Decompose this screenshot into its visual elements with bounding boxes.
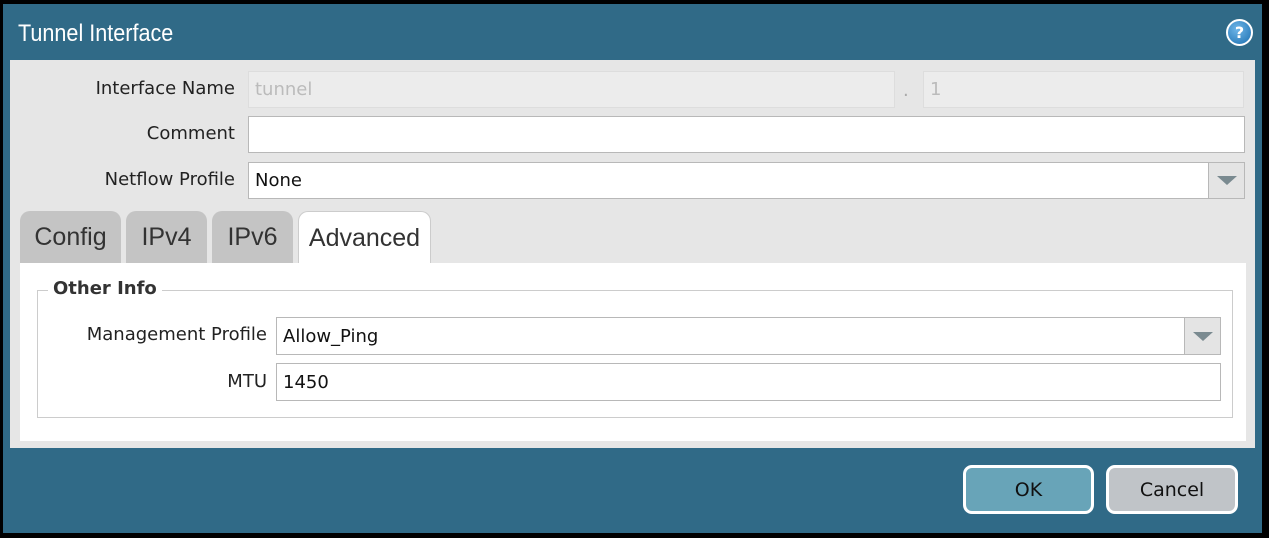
- dropdown-button[interactable]: [1208, 162, 1245, 199]
- management-profile-label: Management Profile: [86, 324, 267, 345]
- advanced-tab-content: Other Info Management Profile Allow_Ping…: [20, 263, 1246, 441]
- tab-advanced[interactable]: Advanced: [298, 211, 431, 265]
- chevron-down-icon: [1192, 331, 1213, 341]
- tab-config[interactable]: Config: [20, 211, 121, 264]
- section-title: Other Info: [48, 278, 162, 299]
- other-info-section: Other Info Management Profile Allow_Ping…: [37, 278, 1233, 418]
- help-icon[interactable]: ?: [1226, 19, 1253, 46]
- separator: .: [903, 80, 909, 101]
- management-profile-select[interactable]: Allow_Ping: [276, 317, 1221, 355]
- netflow-profile-value: None: [255, 170, 302, 191]
- tab-ipv6[interactable]: IPv6: [212, 211, 293, 264]
- mtu-label: MTU: [227, 371, 267, 392]
- management-profile-value: Allow_Ping: [283, 325, 379, 347]
- dialog-body: Interface Name tunnel . 1 Comment Netflo…: [10, 60, 1255, 448]
- tunnel-interface-dialog: Tunnel Interface ? Interface Name tunnel…: [3, 4, 1262, 533]
- tab-ipv4[interactable]: IPv4: [126, 211, 207, 264]
- netflow-profile-label: Netflow Profile: [104, 169, 235, 190]
- interface-name-label: Interface Name: [95, 78, 235, 99]
- dropdown-button[interactable]: [1184, 317, 1221, 355]
- comment-label: Comment: [146, 123, 235, 144]
- netflow-profile-select[interactable]: None: [248, 162, 1245, 199]
- interface-suffix-input[interactable]: 1: [923, 71, 1244, 108]
- mtu-input[interactable]: 1450: [276, 363, 1221, 401]
- comment-input[interactable]: [248, 116, 1245, 153]
- dialog-title: Tunnel Interface: [18, 20, 174, 47]
- chevron-down-icon: [1216, 176, 1237, 185]
- cancel-button[interactable]: Cancel: [1106, 465, 1238, 514]
- ok-button[interactable]: OK: [963, 465, 1094, 514]
- interface-name-input: tunnel: [248, 71, 895, 108]
